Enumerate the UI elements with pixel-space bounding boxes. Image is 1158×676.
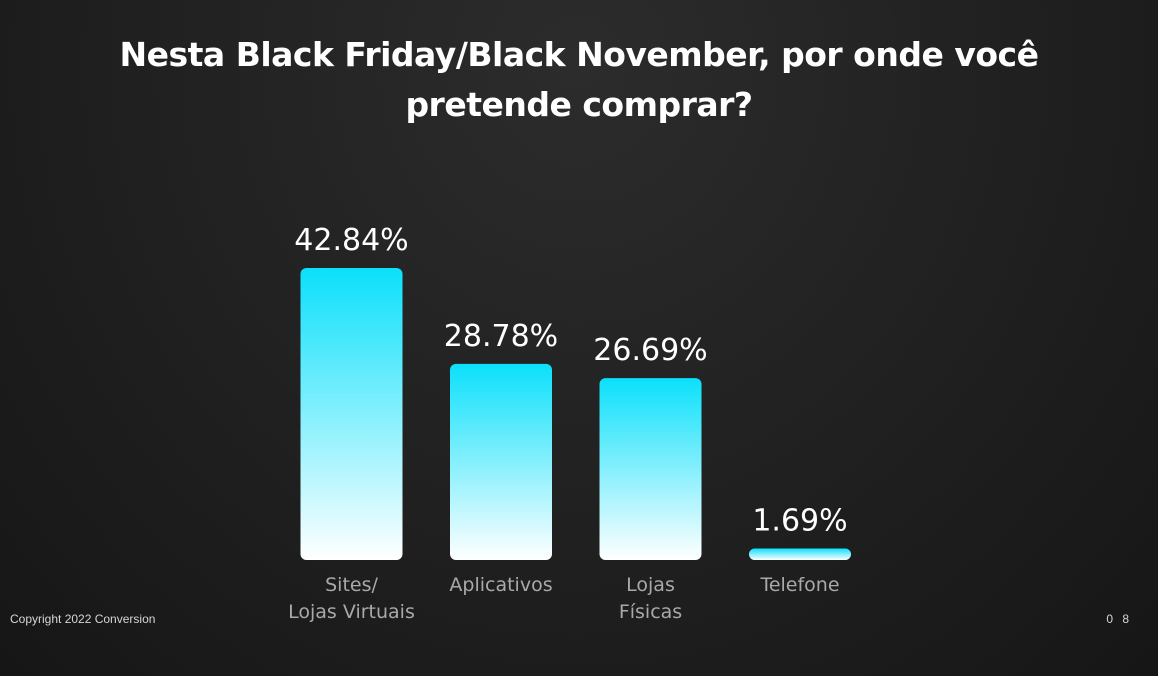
category-labels-group: Sites/Lojas Virtuais Aplicativos Lojas Físi… xyxy=(288,574,839,623)
page-number: 0 8 xyxy=(1106,612,1132,626)
value-label-0: 42.84% xyxy=(294,223,408,258)
category-label-0-line-0: Sites/ xyxy=(325,574,378,596)
category-label-0-line-1: Lojas Virtuais xyxy=(288,601,415,623)
bar-3 xyxy=(749,548,851,560)
value-label-3: 1.69% xyxy=(752,503,847,538)
category-label-3-line-0: Telefone xyxy=(759,574,839,596)
category-label-2-line-1: Físicas xyxy=(619,601,682,623)
category-label-2-line-0: Lojas xyxy=(626,574,675,596)
bar-1 xyxy=(450,363,552,560)
chart-title-line-1: Nesta Black Friday/Black November, por o… xyxy=(119,35,1039,74)
category-label-1-line-0: Aplicativos xyxy=(449,574,552,596)
chart-title-line-2: pretende comprar? xyxy=(405,85,753,124)
bars-group xyxy=(300,268,851,560)
bar-0 xyxy=(300,268,403,560)
value-labels-group: 42.84% 28.78% 26.69% 1.69% xyxy=(294,223,847,538)
value-label-1: 28.78% xyxy=(444,319,558,354)
copyright-text: Copyright 2022 Conversion xyxy=(10,612,156,626)
chart-title: Nesta Black Friday/Black November, por o… xyxy=(100,30,1058,130)
bar-2 xyxy=(599,378,702,560)
value-label-2: 26.69% xyxy=(593,333,707,368)
